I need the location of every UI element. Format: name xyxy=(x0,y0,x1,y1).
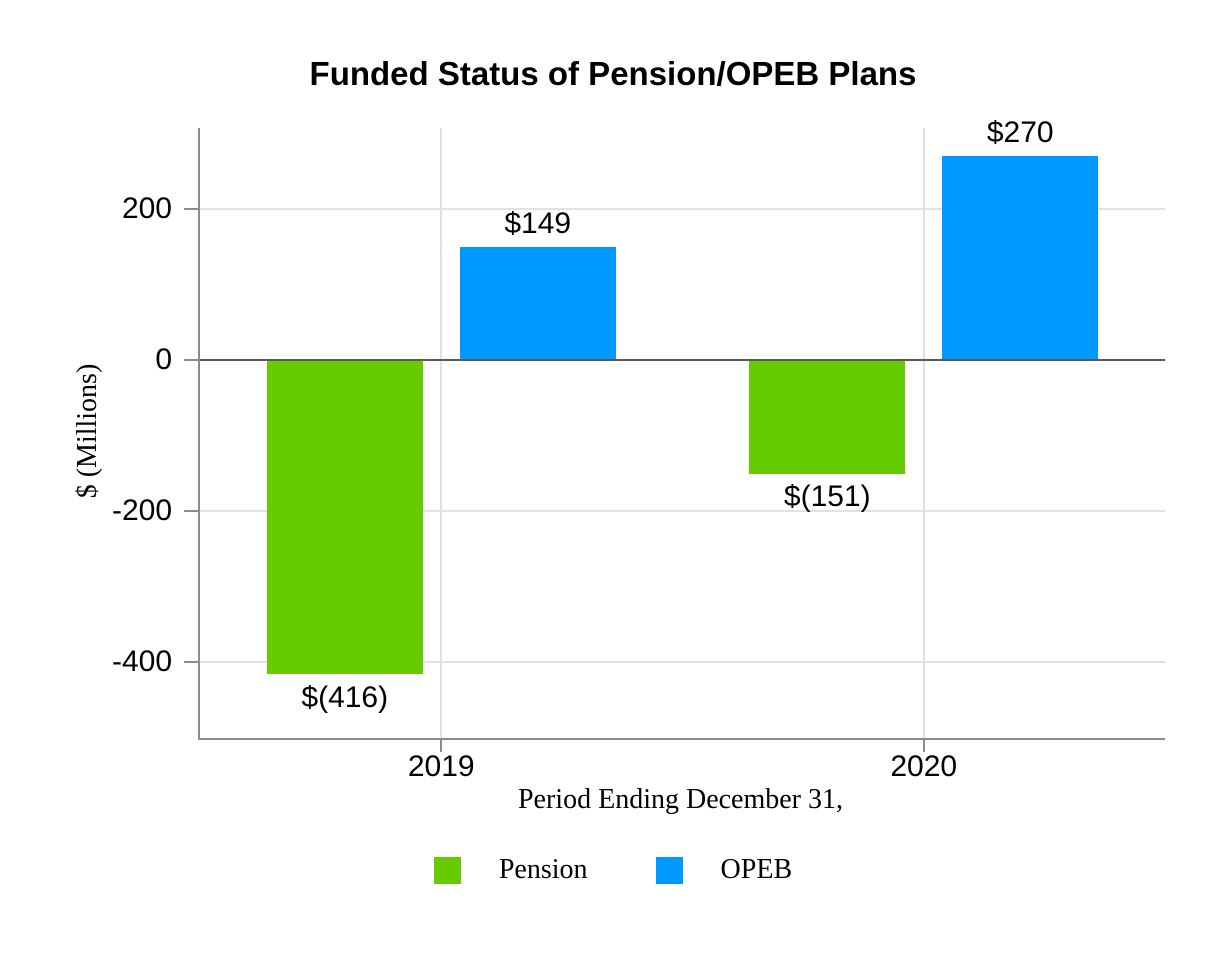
y-tick-0 xyxy=(184,359,200,362)
gridline-y--400 xyxy=(200,661,1165,664)
y-tick-label-200: 200 xyxy=(121,191,172,225)
legend: Pension OPEB xyxy=(0,856,1226,884)
y-tick-label-0: 0 xyxy=(155,343,172,377)
bar-opeb-2019 xyxy=(459,247,616,361)
gridline-y--200 xyxy=(200,510,1165,513)
bar-label-pension-2020: $(151) xyxy=(783,480,871,514)
x-tick-label-2019: 2019 xyxy=(407,750,475,783)
y-tick-label--400: -400 xyxy=(111,645,172,679)
chart-title: Funded Status of Pension/OPEB Plans xyxy=(309,55,917,92)
plot-area: 200 0 -200 -400 2019 $(416) $149 2020 $(151) $270 xyxy=(112,117,1165,782)
gridline-x-2019 xyxy=(440,128,443,738)
gridline-x-2020 xyxy=(922,128,925,738)
y-tick-200 xyxy=(184,207,200,210)
legend-label-pension: Pension xyxy=(498,854,588,885)
legend-swatch-pension xyxy=(433,856,461,884)
x-tick-2020 xyxy=(922,740,925,752)
x-tick-2019 xyxy=(440,740,443,752)
legend-label-opeb: OPEB xyxy=(720,854,793,885)
bar-pension-2020 xyxy=(749,360,906,475)
legend-item-opeb: OPEB xyxy=(655,854,793,885)
zero-line xyxy=(200,359,1165,362)
gridline-y-200 xyxy=(200,207,1165,210)
bar-pension-2019 xyxy=(266,360,423,675)
y-tick-label--200: -200 xyxy=(111,494,172,528)
bar-label-pension-2019: $(416) xyxy=(301,680,389,714)
bar-label-opeb-2019: $149 xyxy=(504,207,572,241)
legend-swatch-opeb xyxy=(655,856,683,884)
x-tick-label-2020: 2020 xyxy=(890,750,958,783)
y-tick--200 xyxy=(184,510,200,513)
bar-opeb-2020 xyxy=(942,155,1099,361)
bar-label-opeb-2020: $270 xyxy=(986,115,1054,149)
legend-item-pension: Pension xyxy=(433,854,588,885)
y-tick--400 xyxy=(184,661,200,664)
x-axis-title: Period Ending December 31, xyxy=(517,784,844,815)
y-axis-title: $ (Millions) xyxy=(72,363,103,499)
